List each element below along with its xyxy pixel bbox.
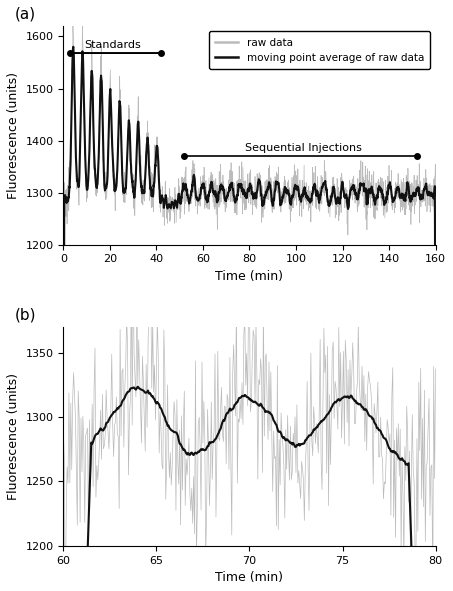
Text: Sequential Injections: Sequential Injections bbox=[245, 142, 361, 152]
Text: Standards: Standards bbox=[84, 40, 141, 50]
Y-axis label: Fluorescence (units): Fluorescence (units) bbox=[7, 373, 20, 500]
X-axis label: Time (min): Time (min) bbox=[216, 571, 284, 584]
Y-axis label: Fluorescence (units): Fluorescence (units) bbox=[7, 72, 20, 199]
Text: (b): (b) bbox=[15, 308, 36, 323]
Text: (a): (a) bbox=[15, 7, 36, 22]
Legend: raw data, moving point average of raw data: raw data, moving point average of raw da… bbox=[209, 31, 430, 69]
X-axis label: Time (min): Time (min) bbox=[216, 270, 284, 283]
